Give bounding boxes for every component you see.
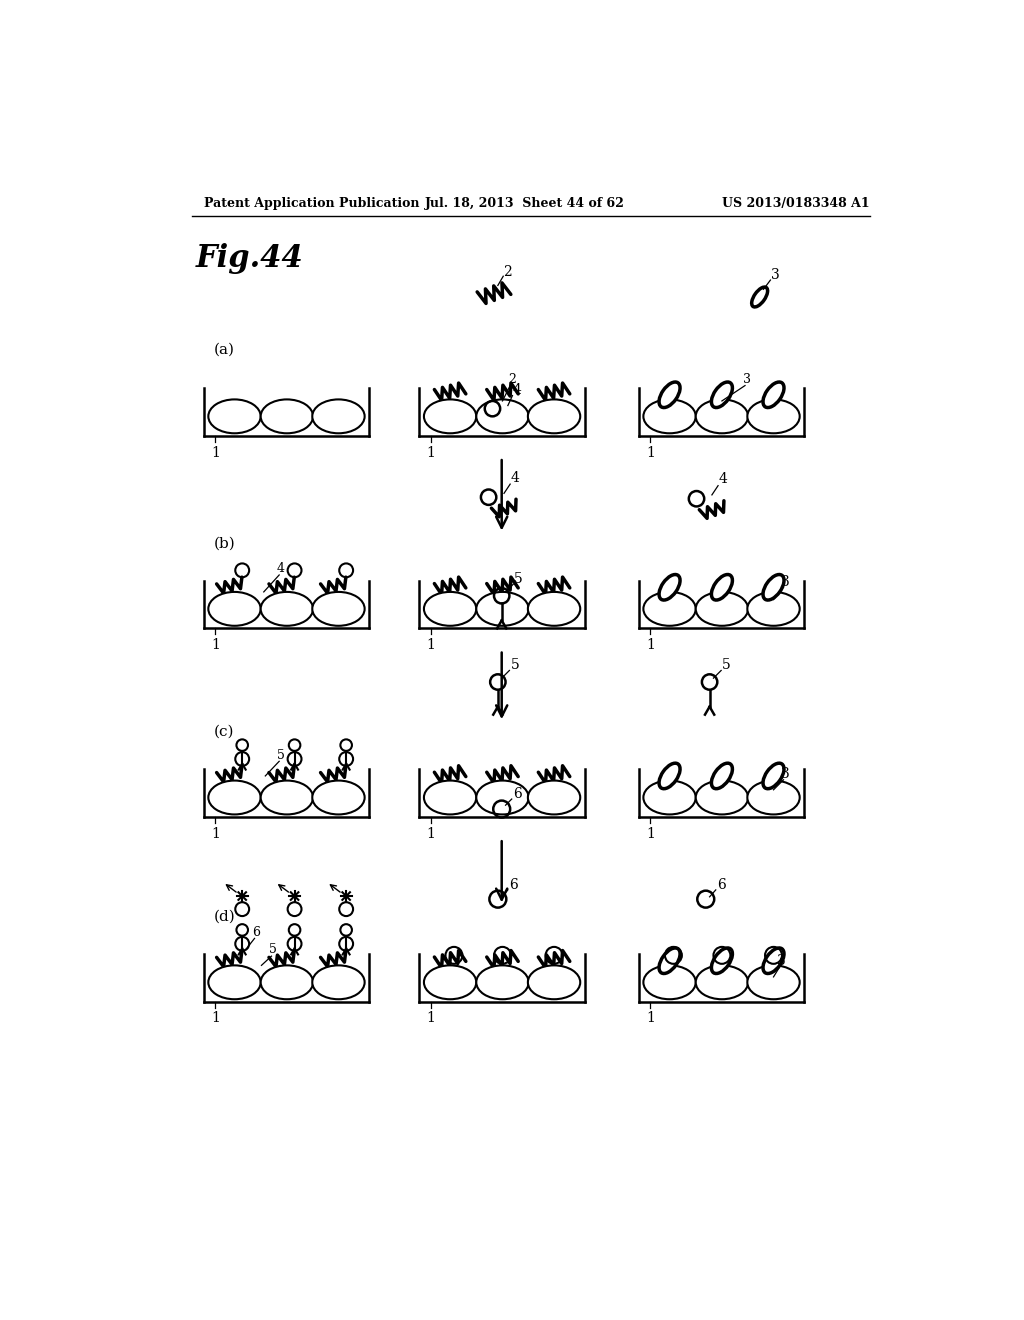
Ellipse shape xyxy=(659,763,680,789)
Ellipse shape xyxy=(528,965,581,999)
Text: 5: 5 xyxy=(722,659,731,672)
Ellipse shape xyxy=(528,780,581,814)
Ellipse shape xyxy=(763,574,784,601)
Ellipse shape xyxy=(261,780,313,814)
Ellipse shape xyxy=(748,965,800,999)
Ellipse shape xyxy=(424,965,476,999)
Text: 1: 1 xyxy=(426,446,435,459)
Ellipse shape xyxy=(476,965,528,999)
Text: 1: 1 xyxy=(646,446,654,459)
Ellipse shape xyxy=(712,381,732,408)
Text: 3: 3 xyxy=(771,268,779,282)
Ellipse shape xyxy=(528,400,581,433)
Ellipse shape xyxy=(763,948,784,974)
Text: 6: 6 xyxy=(509,878,517,892)
Text: 6: 6 xyxy=(252,925,260,939)
Ellipse shape xyxy=(208,965,261,999)
Text: 1: 1 xyxy=(646,1011,654,1026)
Text: 3: 3 xyxy=(777,954,785,968)
Ellipse shape xyxy=(712,574,732,601)
Ellipse shape xyxy=(476,400,528,433)
Text: 3: 3 xyxy=(780,767,790,781)
Ellipse shape xyxy=(261,400,313,433)
Text: (d): (d) xyxy=(214,909,236,924)
Text: 6: 6 xyxy=(717,878,726,892)
Text: (c): (c) xyxy=(214,725,234,738)
Ellipse shape xyxy=(643,780,695,814)
Ellipse shape xyxy=(643,591,695,626)
Ellipse shape xyxy=(695,965,749,999)
Text: Fig.44: Fig.44 xyxy=(196,243,304,275)
Text: 5: 5 xyxy=(269,944,276,957)
Text: 5: 5 xyxy=(514,572,523,586)
Ellipse shape xyxy=(712,763,732,789)
Text: 1: 1 xyxy=(211,446,220,459)
Text: 3: 3 xyxy=(780,576,790,589)
Text: (a): (a) xyxy=(214,342,234,356)
Text: Patent Application Publication: Patent Application Publication xyxy=(204,197,419,210)
Text: 5: 5 xyxy=(510,659,519,672)
Text: 2: 2 xyxy=(508,372,516,385)
Text: 1: 1 xyxy=(211,638,220,652)
Text: Jul. 18, 2013  Sheet 44 of 62: Jul. 18, 2013 Sheet 44 of 62 xyxy=(425,197,625,210)
Ellipse shape xyxy=(748,591,800,626)
Ellipse shape xyxy=(528,591,581,626)
Ellipse shape xyxy=(208,591,261,626)
Ellipse shape xyxy=(261,965,313,999)
Text: 4: 4 xyxy=(276,562,285,576)
Text: 4: 4 xyxy=(513,383,521,397)
Ellipse shape xyxy=(424,400,476,433)
Ellipse shape xyxy=(312,780,365,814)
Ellipse shape xyxy=(748,400,800,433)
Ellipse shape xyxy=(748,780,800,814)
Text: 1: 1 xyxy=(211,826,220,841)
Text: 1: 1 xyxy=(646,826,654,841)
Ellipse shape xyxy=(312,591,365,626)
Ellipse shape xyxy=(424,780,476,814)
Text: 1: 1 xyxy=(426,1011,435,1026)
Ellipse shape xyxy=(659,948,680,974)
Ellipse shape xyxy=(208,400,261,433)
Text: (b): (b) xyxy=(214,536,236,550)
Text: 2: 2 xyxy=(504,264,512,279)
Ellipse shape xyxy=(261,591,313,626)
Text: 1: 1 xyxy=(211,1011,220,1026)
Text: 1: 1 xyxy=(426,826,435,841)
Ellipse shape xyxy=(312,400,365,433)
Ellipse shape xyxy=(695,591,749,626)
Text: 4: 4 xyxy=(718,473,727,487)
Ellipse shape xyxy=(659,381,680,408)
Ellipse shape xyxy=(763,381,784,408)
Ellipse shape xyxy=(208,780,261,814)
Ellipse shape xyxy=(312,965,365,999)
Ellipse shape xyxy=(424,591,476,626)
Ellipse shape xyxy=(752,286,768,308)
Ellipse shape xyxy=(659,574,680,601)
Text: 4: 4 xyxy=(510,471,519,484)
Ellipse shape xyxy=(695,780,749,814)
Text: 5: 5 xyxy=(276,748,285,762)
Ellipse shape xyxy=(476,780,528,814)
Ellipse shape xyxy=(643,965,695,999)
Text: 1: 1 xyxy=(646,638,654,652)
Text: 6: 6 xyxy=(513,787,521,801)
Text: 1: 1 xyxy=(426,638,435,652)
Text: US 2013/0183348 A1: US 2013/0183348 A1 xyxy=(722,197,869,210)
Ellipse shape xyxy=(643,400,695,433)
Ellipse shape xyxy=(476,591,528,626)
Ellipse shape xyxy=(695,400,749,433)
Ellipse shape xyxy=(712,948,732,974)
Ellipse shape xyxy=(763,763,784,789)
Text: 3: 3 xyxy=(742,372,751,385)
